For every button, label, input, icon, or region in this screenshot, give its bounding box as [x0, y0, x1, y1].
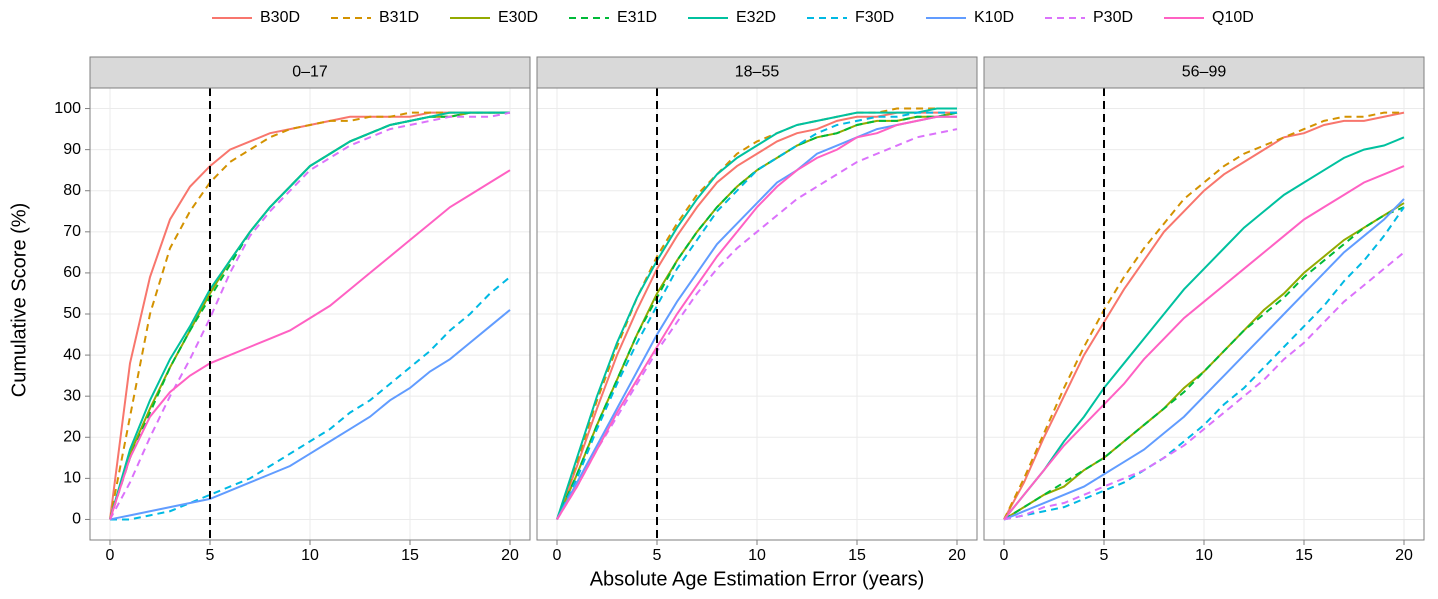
y-tick-label: 80 — [63, 182, 81, 199]
strip — [983, 56, 1425, 89]
x-tick-label: 5 — [206, 547, 215, 564]
y-tick-label: 20 — [63, 428, 81, 445]
series-line — [1003, 111, 1404, 520]
series-line — [556, 115, 957, 520]
series-line — [1003, 202, 1405, 521]
x-tick-label: 5 — [653, 547, 662, 564]
strip-title: 56–99 — [1182, 64, 1227, 81]
x-tick-label: 0 — [553, 547, 562, 564]
series-line — [1003, 251, 1405, 521]
x-axis-label: Absolute Age Estimation Error (years) — [590, 568, 925, 590]
strip — [536, 56, 978, 89]
x-tick-label: 5 — [1100, 547, 1109, 564]
series-line — [109, 309, 511, 521]
legend-label: E32D — [736, 9, 776, 26]
series-line — [109, 169, 511, 520]
legend-label: P30D — [1093, 9, 1133, 26]
series-line — [556, 115, 957, 520]
panel-border — [89, 87, 531, 541]
legend-label: E31D — [617, 9, 657, 26]
strip-title: 0–17 — [292, 64, 328, 81]
x-tick-label: 15 — [401, 547, 419, 564]
x-tick-label: 10 — [301, 547, 319, 564]
legend-label: B31D — [379, 9, 419, 26]
legend-label: F30D — [855, 9, 894, 26]
y-tick-label: 60 — [63, 264, 81, 281]
series-line — [109, 111, 510, 520]
series-line — [1003, 111, 1405, 520]
series-line — [556, 111, 958, 520]
series-line — [1003, 165, 1405, 521]
y-axis-label: Cumulative Score (%) — [8, 203, 30, 398]
legend-label: B30D — [260, 9, 300, 26]
y-tick-label: 100 — [54, 100, 81, 117]
legend-label: K10D — [974, 9, 1014, 26]
series-line — [109, 111, 510, 520]
series-line — [1003, 206, 1405, 521]
x-tick-label: 0 — [1000, 547, 1009, 564]
x-tick-label: 20 — [948, 547, 966, 564]
series-line — [556, 107, 957, 520]
y-tick-label: 70 — [63, 223, 81, 240]
x-tick-label: 10 — [748, 547, 766, 564]
y-tick-label: 40 — [63, 346, 81, 363]
y-tick-label: 30 — [63, 387, 81, 404]
x-tick-label: 0 — [106, 547, 115, 564]
y-tick-label: 90 — [63, 141, 81, 158]
x-tick-label: 15 — [848, 547, 866, 564]
y-tick-label: 50 — [63, 305, 81, 322]
y-tick-label: 10 — [63, 470, 81, 487]
series-line — [110, 276, 511, 521]
series-line — [1003, 136, 1405, 521]
series-line — [556, 128, 958, 520]
series-line — [1003, 198, 1405, 521]
x-tick-label: 20 — [501, 547, 519, 564]
y-tick-label: 0 — [72, 511, 81, 528]
series-line — [556, 107, 957, 520]
x-tick-label: 15 — [1295, 547, 1313, 564]
x-tick-label: 20 — [1395, 547, 1413, 564]
series-line — [556, 111, 957, 520]
strip-title: 18–55 — [735, 64, 780, 81]
panel-border — [536, 87, 978, 541]
panel-border — [983, 87, 1425, 541]
legend-label: E30D — [498, 9, 538, 26]
legend-label: Q10D — [1212, 9, 1254, 26]
x-tick-label: 10 — [1195, 547, 1213, 564]
